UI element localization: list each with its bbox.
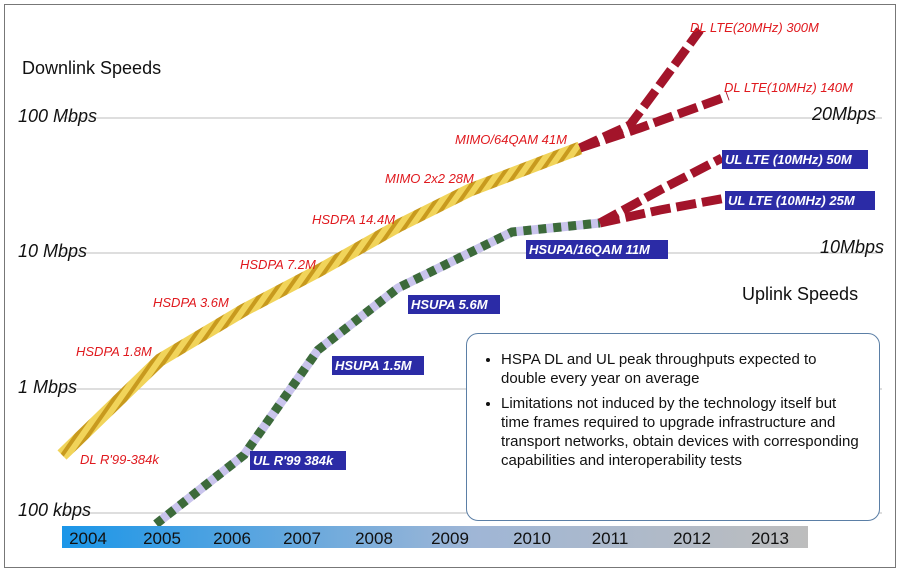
timeline-years: 2004 2005 2006 2007 2008 2009 2010 2011 2012 2013 <box>69 529 789 548</box>
ul-label-bg <box>250 451 346 470</box>
data-label-hsupa-5-6: HSUPA 5.6M <box>411 297 489 312</box>
ul-label-bg <box>526 240 668 259</box>
ul-label-bg <box>408 295 500 314</box>
y-tick-label: 100 Mbps <box>18 106 97 126</box>
dl-lte-20mhz-line <box>578 27 704 153</box>
x-tick-label-2009: 2009 <box>431 529 469 548</box>
timeline-bar <box>62 526 808 548</box>
uplink-title: Uplink Speeds <box>742 284 858 304</box>
ul-label-bg <box>722 150 868 169</box>
note-item: Limitations not induced by the technolog… <box>501 394 865 470</box>
notes-box: HSPA DL and UL peak throughputs expected… <box>466 333 880 521</box>
data-label-hsupa-1-5: HSUPA 1.5M <box>335 358 413 373</box>
right-tick-label: 10Mbps <box>820 237 884 257</box>
data-label-dl-lte-20mhz: DL LTE(20MHz) 300M <box>690 20 819 35</box>
x-tick-label-2012: 2012 <box>673 529 711 548</box>
downlink-title: Downlink Speeds <box>22 58 161 78</box>
x-tick-label-2011: 2011 <box>592 529 629 548</box>
data-label-hsdpa-1-8: HSDPA 1.8M <box>76 344 152 359</box>
x-tick-label-2010: 2010 <box>513 529 551 548</box>
x-tick-label-2007: 2007 <box>283 529 321 548</box>
ul-lte-50m-line <box>597 154 725 227</box>
data-label-hsupa-16qam: HSUPA/16QAM 11M <box>529 242 651 257</box>
data-label-dl-lte-10mhz: DL LTE(10MHz) 140M <box>724 80 853 95</box>
downlink-series-line <box>57 141 583 460</box>
data-label-ul-r99: UL R'99 384k <box>253 453 334 468</box>
data-label-ul-lte-50m: UL LTE (10MHz) 50M <box>725 152 853 167</box>
uplink-series-line-inner <box>153 218 601 528</box>
data-label-hsdpa-3-6: HSDPA 3.6M <box>153 295 229 310</box>
data-label-ul-lte-25m: UL LTE (10MHz) 25M <box>728 193 856 208</box>
y-tick-label: 100 kbps <box>18 500 91 520</box>
x-tick-label-2006: 2006 <box>213 529 251 548</box>
ul-label-bg <box>725 191 875 210</box>
note-item: HSPA DL and UL peak throughputs expected… <box>501 350 865 388</box>
notes-list: HSPA DL and UL peak throughputs expected… <box>481 350 865 470</box>
y-tick-label: 1 Mbps <box>18 377 77 397</box>
data-label-hsdpa-7-2: HSDPA 7.2M <box>240 257 316 272</box>
dl-lte-10mhz-line <box>578 91 730 153</box>
x-tick-label-2008: 2008 <box>355 529 393 548</box>
right-tick-label: 20Mbps <box>811 104 876 124</box>
data-label-mimo-28: MIMO 2x2 28M <box>385 171 474 186</box>
x-tick-label-2005: 2005 <box>143 529 181 548</box>
data-label-dl-r99: DL R'99-384k <box>80 452 160 467</box>
y-tick-label: 10 Mbps <box>18 241 87 261</box>
x-tick-label-2013: 2013 <box>751 529 789 548</box>
x-tick-label-2004: 2004 <box>69 529 107 548</box>
data-label-mimo-41: MIMO/64QAM 41M <box>455 132 567 147</box>
ul-lte-25m-line <box>599 193 727 228</box>
ul-label-bg <box>332 356 424 375</box>
data-label-hsdpa-14-4: HSDPA 14.4M <box>312 212 395 227</box>
